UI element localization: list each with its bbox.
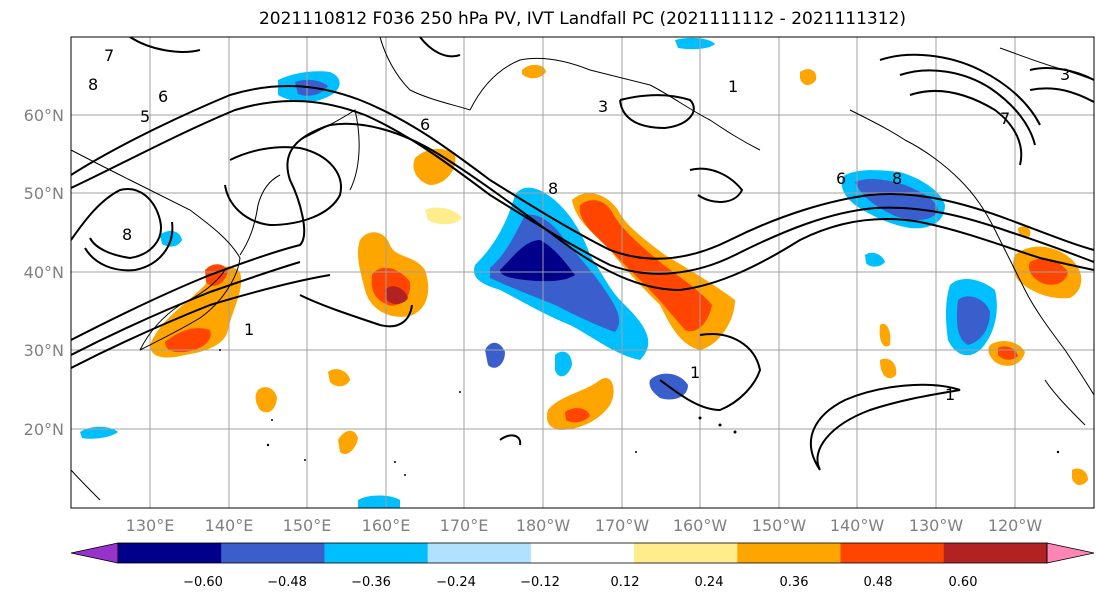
colorbar-segment [324, 543, 429, 563]
contour-label: 1 [244, 320, 254, 339]
coastlines [71, 37, 1094, 501]
lon-label: 160°E [362, 516, 411, 535]
lon-label: 140°E [205, 516, 254, 535]
map-border [70, 36, 1095, 509]
contour-label: 7 [1000, 109, 1010, 128]
lat-label: 60°N [24, 106, 64, 125]
contour-label: 7 [104, 46, 114, 65]
colorbar-tick: −0.36 [351, 575, 391, 590]
islands [219, 349, 1060, 476]
colorbar-tick: 0.48 [864, 575, 893, 590]
colorbar-segment [221, 543, 325, 563]
contour-label: 8 [892, 169, 902, 188]
colorbar-segment [118, 543, 222, 563]
lon-label: 170°E [440, 516, 489, 535]
colorbar-tick: 0.36 [780, 575, 809, 590]
colorbar-tick: −0.60 [183, 575, 223, 590]
contour-label: 3 [598, 97, 608, 116]
contour-label: 6 [420, 115, 430, 134]
colorbar-ticks: −0.60 −0.48 −0.36 −0.24 −0.12 0.12 0.24 … [183, 575, 977, 590]
lat-label: 40°N [24, 263, 64, 282]
colorbar-tick: −0.48 [267, 575, 307, 590]
lon-label: 150°W [752, 516, 807, 535]
colorbar-segment [427, 543, 532, 563]
colorbar-segment [943, 543, 1048, 563]
lat-label: 30°N [24, 341, 64, 360]
colorbar-segment [634, 543, 738, 563]
contour-label: 3 [1060, 65, 1070, 84]
lon-label: 180°W [516, 516, 571, 535]
colorbar-segment [737, 543, 842, 563]
lon-label: 140°W [830, 516, 885, 535]
contour-label: 1 [690, 363, 700, 382]
colorbar-tick: 0.24 [695, 575, 724, 590]
longitude-labels: 130°E 140°E 150°E 160°E 170°E 180°W 170°… [126, 516, 1043, 535]
colorbar-tick: −0.12 [520, 575, 560, 590]
lon-label: 130°W [909, 516, 964, 535]
latitude-labels: 60°N 50°N 40°N 30°N 20°N [24, 106, 64, 439]
contour-label: 8 [88, 75, 98, 94]
shading-layer [80, 37, 1088, 508]
contour-label: 1 [728, 77, 738, 96]
colorbar-tick: −0.24 [436, 575, 476, 590]
lat-label: 20°N [24, 420, 64, 439]
contour-label: 5 [140, 107, 150, 126]
colorbar-border [117, 542, 1048, 564]
graticule [71, 37, 1094, 508]
colorbar-segment [840, 543, 945, 563]
colorbar-extend-low [70, 542, 119, 564]
colorbar [70, 542, 1095, 564]
contour-labels: 7 8 6 5 8 6 8 3 6 8 1 1 1 7 3 1 [88, 46, 1070, 404]
pv-contours [71, 37, 1094, 471]
contour-label: 8 [122, 225, 132, 244]
contour-label: 8 [548, 179, 558, 198]
lon-label: 130°E [126, 516, 175, 535]
contour-label: 1 [945, 385, 955, 404]
contour-label: 6 [836, 169, 846, 188]
colorbar-tick: 0.60 [949, 575, 978, 590]
colorbar-segment [530, 543, 635, 563]
lon-label: 120°W [988, 516, 1043, 535]
lon-label: 170°W [595, 516, 650, 535]
lat-label: 50°N [24, 184, 64, 203]
contour-label: 6 [158, 87, 168, 106]
lon-label: 160°W [673, 516, 728, 535]
map-title: 2021110812 F036 250 hPa PV, IVT Landfall… [258, 9, 906, 29]
colorbar-tick: 0.12 [611, 575, 640, 590]
colorbar-extend-high [1046, 542, 1095, 564]
lon-label: 150°E [283, 516, 332, 535]
